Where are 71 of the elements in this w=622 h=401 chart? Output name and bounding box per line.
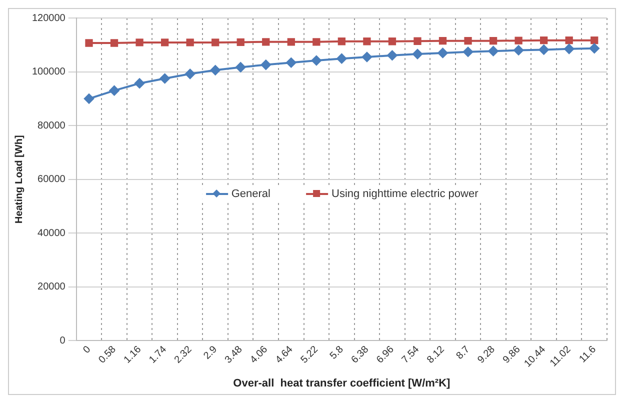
x-tick-label: 5.22: [298, 344, 321, 366]
x-tick-label: 5.8: [328, 344, 346, 362]
point: [463, 46, 474, 57]
point: [438, 48, 448, 58]
point: [160, 38, 169, 46]
legend-label: General: [231, 188, 270, 200]
point: [236, 38, 244, 46]
x-tick-label: 0: [81, 344, 94, 356]
x-tick-label: 7.54: [400, 344, 422, 366]
point: [514, 45, 524, 56]
point: [589, 43, 600, 54]
point: [489, 37, 498, 45]
legend-label: Using nighttime electric power: [332, 188, 478, 200]
point: [438, 37, 447, 45]
x-tick-label: 1.16: [122, 344, 144, 366]
y-tick-label: 60000: [38, 174, 66, 186]
point: [311, 55, 322, 66]
point: [387, 50, 398, 60]
point: [538, 44, 549, 55]
point: [565, 36, 573, 44]
x-tick-label: 6.96: [374, 344, 397, 366]
y-tick-label: 0: [60, 335, 66, 346]
x-tick-label: 9.28: [476, 344, 498, 366]
x-tick-label: 8.12: [425, 344, 448, 366]
point: [412, 49, 422, 60]
x-tick-label: 8.7: [454, 344, 472, 362]
x-tick-label: 0.58: [96, 344, 119, 366]
point: [84, 94, 94, 104]
point: [236, 62, 246, 72]
point: [185, 68, 196, 79]
point: [464, 37, 472, 45]
x-tick-label: 9.86: [501, 344, 523, 366]
y-tick-label: 20000: [38, 282, 66, 293]
point: [186, 38, 194, 46]
point: [260, 60, 271, 70]
point: [85, 39, 93, 47]
point: [414, 37, 422, 45]
point: [336, 54, 347, 64]
point: [514, 36, 522, 44]
x-axis-title: Over-all heat transfer coefficient [W/m²K]: [233, 377, 451, 390]
point: [590, 36, 598, 44]
point: [312, 38, 320, 46]
point: [540, 36, 548, 44]
point: [134, 78, 145, 88]
x-tick-label: 4.06: [248, 344, 270, 366]
x-tick-label: 6.38: [349, 344, 372, 366]
point: [110, 39, 118, 47]
point: [212, 38, 220, 46]
point: [363, 38, 371, 46]
point: [262, 38, 270, 46]
x-tick-label: 4.64: [274, 344, 296, 366]
point: [362, 52, 372, 62]
point: [287, 38, 295, 46]
point: [564, 44, 574, 54]
point: [338, 38, 346, 46]
y-axis-title: Heating Load [Wh]: [14, 135, 25, 224]
y-tick-label: 40000: [38, 228, 66, 239]
point: [388, 38, 396, 46]
y-tick-label: 80000: [38, 120, 66, 132]
x-tick-label: 11.6: [577, 344, 599, 366]
point: [286, 58, 296, 68]
y-tick-label: 120000: [32, 12, 66, 24]
point: [109, 86, 120, 96]
point: [136, 38, 144, 46]
point: [210, 65, 220, 76]
x-tick-label: 1.74: [147, 344, 170, 366]
point: [488, 46, 498, 56]
y-tick-label: 100000: [32, 66, 66, 78]
x-tick-label: 2.9: [202, 344, 220, 362]
x-tick-label: 3.48: [223, 344, 245, 366]
point: [160, 73, 170, 84]
